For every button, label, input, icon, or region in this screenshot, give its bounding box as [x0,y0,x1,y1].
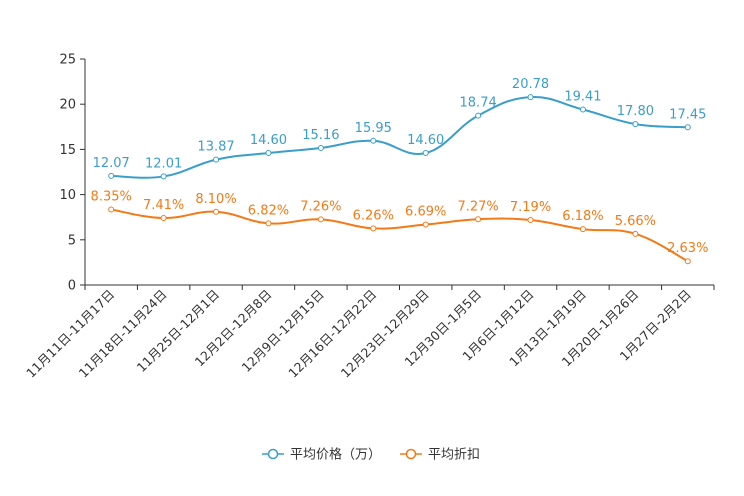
data-label: 20.78 [512,77,549,92]
data-point[interactable] [317,216,324,223]
data-point[interactable] [475,112,482,119]
data-label: 12.07 [93,156,130,171]
data-point[interactable] [160,173,167,180]
data-label: 13.87 [197,140,234,155]
data-label: 14.60 [407,133,444,148]
data-point[interactable] [422,221,429,228]
series-discount: 8.35% 7.41% 8.10% 6.82% 7.26% 6.26% 6.69% 7.27%… [91,190,708,265]
data-point[interactable] [527,94,534,101]
data-label: 8.35% [91,190,132,205]
series-price: 12.07 12.01 13.87 14.60 15.16 15.95 14.60 18.74… [93,77,706,180]
data-point[interactable] [317,144,324,151]
data-point[interactable] [370,225,377,232]
data-point[interactable] [422,150,429,157]
x-tick-label: 12月23日-12月29日 [338,287,432,381]
data-label: 19.41 [564,90,601,105]
data-point[interactable] [213,208,220,215]
x-tick-label: 12月16日-12月22日 [285,287,379,381]
y-tick-label: 10 [59,188,76,203]
legend-label: 平均价格（万） [290,447,381,463]
data-point[interactable] [684,124,691,131]
data-label: 14.60 [250,133,287,148]
y-tick-label: 25 [59,53,76,68]
data-point[interactable] [265,150,272,157]
data-label: 5.66% [615,214,656,229]
data-point[interactable] [632,230,639,237]
data-label: 7.41% [143,198,184,213]
data-point[interactable] [213,156,220,163]
y-tick-label: 15 [59,143,76,158]
data-label: 15.95 [355,121,392,136]
legend-item-price[interactable]: 平均价格（万） [262,447,381,463]
legend-label: 平均折扣 [428,448,480,463]
data-point[interactable] [579,106,586,113]
data-point[interactable] [684,258,691,265]
data-label: 18.74 [460,96,497,111]
data-label: 12.01 [145,156,182,171]
data-label: 6.82% [248,203,289,218]
data-label: 2.63% [667,241,708,256]
data-label: 6.18% [562,209,603,224]
data-point[interactable] [527,217,534,224]
data-point[interactable] [370,137,377,144]
legend[interactable]: 平均价格（万） 平均折扣 [262,447,480,463]
legend-marker-icon [405,448,417,460]
x-tick-label: 11月11日-11月17日 [23,287,117,381]
data-label: 17.80 [617,104,654,119]
data-point[interactable] [475,216,482,223]
series-layer: 12.07 12.01 13.87 14.60 15.16 15.95 14.60 18.74… [91,77,708,265]
data-point[interactable] [265,220,272,227]
data-label: 7.27% [457,199,498,214]
data-label: 6.69% [405,205,446,220]
data-label: 6.26% [353,208,394,223]
data-point[interactable] [108,206,115,213]
y-axis: 0 5 10 15 20 25 [59,53,86,294]
data-label: 7.26% [300,199,341,214]
series-line [111,96,688,179]
legend-marker-icon [267,448,279,460]
data-point[interactable] [632,121,639,128]
data-point[interactable] [160,215,167,222]
data-label: 8.10% [195,192,236,207]
series-line [111,208,689,263]
x-axis: 11月11日-11月17日11月18日-11月24日11月25日-12月1日12… [23,284,715,381]
data-point[interactable] [108,172,115,179]
data-label: 7.19% [510,200,551,215]
legend-item-discount[interactable]: 平均折扣 [400,448,480,463]
data-label: 15.16 [302,128,339,143]
x-tick-label: 11月18日-11月24日 [76,287,170,381]
y-tick-label: 5 [68,233,76,248]
data-label: 17.45 [669,107,706,122]
y-tick-label: 20 [59,98,76,113]
data-point[interactable] [579,226,586,233]
y-tick-label: 0 [68,279,76,294]
